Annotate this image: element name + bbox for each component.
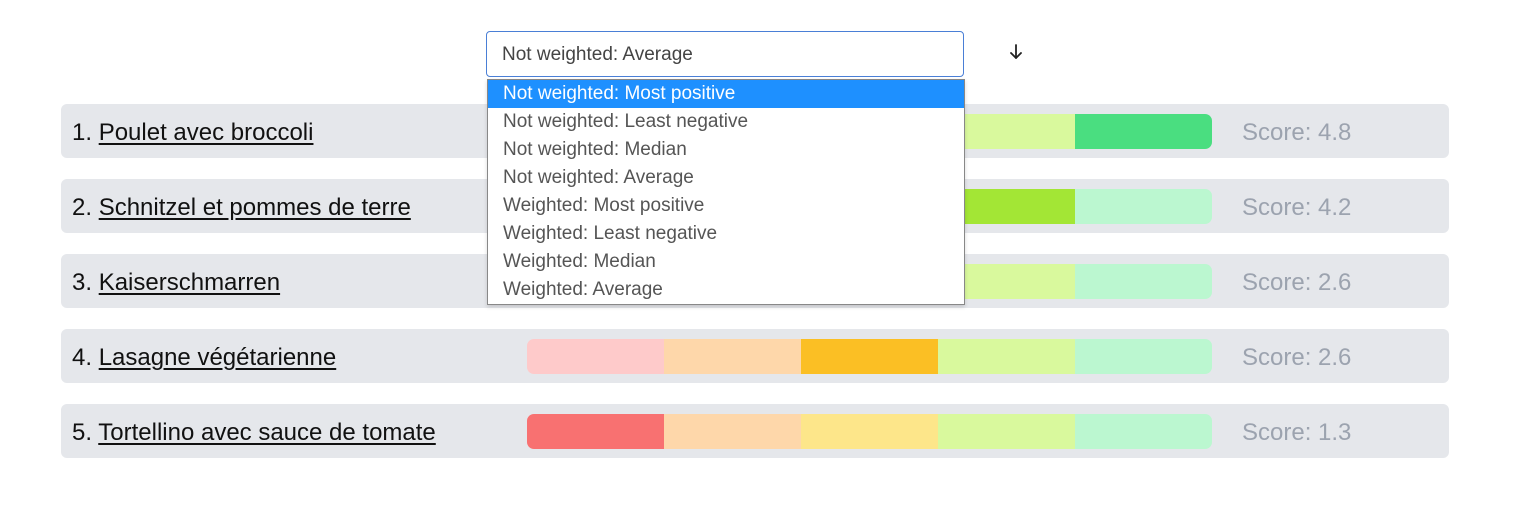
- item-score: Score: 4.2: [1242, 194, 1352, 221]
- item-rank: 1.: [72, 119, 93, 146]
- item-rank: 2.: [72, 194, 93, 221]
- item-title: 4. Lasagne végétarienne: [72, 329, 336, 387]
- sort-option[interactable]: Not weighted: Median: [503, 139, 687, 160]
- rating-segment: [801, 339, 938, 374]
- rating-bar: [527, 339, 1212, 374]
- item-title: 3. Kaiserschmarren: [72, 254, 280, 312]
- sort-option[interactable]: Not weighted: Average: [503, 167, 694, 188]
- item-score: Score: 2.6: [1242, 269, 1352, 296]
- item-title: 2. Schnitzel et pommes de terre: [72, 179, 411, 237]
- rating-segment: [938, 339, 1075, 374]
- item-link[interactable]: Lasagne végétarienne: [98, 344, 337, 371]
- arrow-down-icon[interactable]: [1007, 42, 1025, 62]
- sort-option[interactable]: Not weighted: Least negative: [503, 111, 749, 132]
- sort-option[interactable]: Weighted: Median: [503, 251, 656, 272]
- item-title: 5. Tortellino avec sauce de tomate: [72, 404, 436, 462]
- rating-segment: [1075, 114, 1212, 149]
- sort-method-select[interactable]: Not weighted: Average: [486, 31, 964, 77]
- item-rank: 4.: [72, 344, 93, 371]
- item-rank: 3.: [72, 269, 93, 296]
- rating-segment: [1075, 264, 1212, 299]
- item-score: Score: 2.6: [1242, 344, 1352, 371]
- item-score: Score: 1.3: [1242, 419, 1352, 446]
- sort-option[interactable]: Not weighted: Most positive: [488, 80, 964, 108]
- item-rank: 5.: [72, 419, 93, 446]
- rating-segment: [527, 339, 664, 374]
- item-link[interactable]: Schnitzel et pommes de terre: [98, 194, 411, 221]
- item-link[interactable]: Poulet avec broccoli: [98, 119, 314, 146]
- item-link[interactable]: Kaiserschmarren: [98, 269, 281, 296]
- rating-segment: [1075, 189, 1212, 224]
- rating-segment: [664, 339, 801, 374]
- rating-segment: [664, 414, 801, 449]
- sort-option[interactable]: Weighted: Average: [503, 279, 663, 300]
- list-item: 5. Tortellino avec sauce de tomate Score:…: [61, 404, 1449, 458]
- list-item: 4. Lasagne végétarienne Score: 2.6: [61, 329, 1449, 383]
- sort-method-dropdown: Not weighted: Most positive Not weighted:…: [487, 79, 965, 305]
- rating-segment: [1075, 414, 1212, 449]
- rating-segment: [938, 414, 1075, 449]
- item-score: Score: 4.8: [1242, 119, 1352, 146]
- rating-segment: [801, 414, 938, 449]
- rating-bar: [527, 414, 1212, 449]
- rating-segment: [527, 414, 664, 449]
- item-title: 1. Poulet avec broccoli: [72, 104, 313, 162]
- rating-segment: [1075, 339, 1212, 374]
- sort-option[interactable]: Weighted: Most positive: [503, 195, 705, 216]
- item-link[interactable]: Tortellino avec sauce de tomate: [98, 419, 436, 446]
- sort-option[interactable]: Weighted: Least negative: [503, 223, 718, 244]
